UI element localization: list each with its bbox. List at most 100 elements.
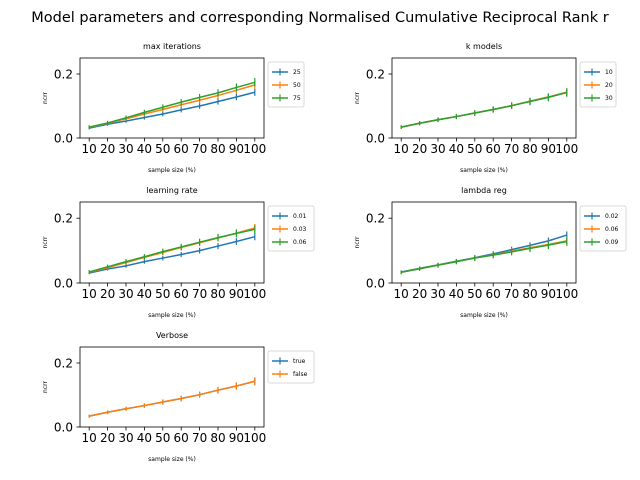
x-tick-label: 100 <box>555 287 578 301</box>
x-tick-label: 70 <box>504 142 519 156</box>
subplot-3: learning rate 10 20 30 40 50 60 70 80 90 100 0.0 0.2… <box>42 186 315 319</box>
legend-entry: 0.09 <box>605 239 619 246</box>
y-axis-label: ncrr <box>42 381 49 393</box>
series-line <box>401 234 568 273</box>
legend-entry: 20 <box>605 82 613 89</box>
x-tick-label: 10 <box>394 142 409 156</box>
legend-entry: 0.02 <box>605 213 619 220</box>
axes-frame <box>79 57 265 139</box>
y-tick-label: 0.2 <box>366 68 385 82</box>
figure-title: Model parameters and corresponding Norma… <box>31 10 608 26</box>
x-tick-label: 50 <box>155 287 170 301</box>
x-tick-label: 30 <box>118 431 133 445</box>
x-tick-label: 70 <box>192 142 207 156</box>
series-false <box>88 377 256 418</box>
y-tick-label: 0.0 <box>54 277 73 291</box>
x-tick-label: 90 <box>541 142 556 156</box>
x-tick-label: 90 <box>229 142 244 156</box>
x-tick-label: 60 <box>486 287 501 301</box>
subplot-title: max iterations <box>143 42 201 51</box>
subplot-title: learning rate <box>146 186 198 195</box>
x-tick-label: 20 <box>412 287 427 301</box>
series-line <box>401 240 567 274</box>
x-tick-label: 90 <box>229 287 244 301</box>
x-tick-label: 100 <box>243 287 266 301</box>
x-tick-label: 60 <box>174 431 189 445</box>
legend-entry: 0.06 <box>605 226 619 233</box>
legend-entry: 30 <box>605 95 613 102</box>
x-tick-label: 30 <box>118 142 133 156</box>
x-tick-label: 10 <box>394 287 409 301</box>
x-tick-label: 30 <box>430 287 445 301</box>
x-tick-label: 40 <box>137 287 152 301</box>
x-tick-label: 90 <box>541 287 556 301</box>
legend: true false <box>267 350 315 384</box>
series-line <box>89 91 255 129</box>
subplot-4: lambda reg 10 20 30 40 50 60 70 80 90 100 0.0 0.2 sam… <box>354 186 627 319</box>
legend-entry: 0.06 <box>293 239 307 246</box>
x-tick-label: 80 <box>522 142 537 156</box>
legend-entry: 0.03 <box>293 226 307 233</box>
y-axis-label: ncrr <box>42 236 49 248</box>
x-tick-label: 100 <box>243 431 266 445</box>
x-tick-label: 80 <box>210 287 225 301</box>
x-tick-label: 30 <box>430 142 445 156</box>
legend: 25 50 75 <box>267 61 305 108</box>
x-tick-label: 70 <box>192 287 207 301</box>
series-line <box>401 91 567 128</box>
x-tick-label: 50 <box>467 142 482 156</box>
x-tick-label: 70 <box>192 431 207 445</box>
x-tick-label: 10 <box>82 431 97 445</box>
series-0.01 <box>88 233 256 275</box>
series-line <box>89 81 256 128</box>
subplot-title: k models <box>466 42 502 51</box>
x-tick-label: 60 <box>174 287 189 301</box>
legend: 0.02 0.06 0.09 <box>579 205 627 252</box>
x-tick-label: 100 <box>555 142 578 156</box>
y-tick-label: 0.0 <box>366 132 385 146</box>
axes-frame <box>391 201 577 284</box>
x-axis-label: sample size (%) <box>460 167 508 174</box>
legend: 10 20 30 <box>579 61 617 108</box>
x-tick-label: 40 <box>137 142 152 156</box>
x-tick-label: 100 <box>243 142 266 156</box>
x-tick-label: 70 <box>504 287 519 301</box>
y-tick-label: 0.2 <box>54 68 73 82</box>
x-axis-label: sample size (%) <box>148 312 196 319</box>
legend-entry: 25 <box>293 69 301 76</box>
x-axis-label: sample size (%) <box>460 312 508 319</box>
x-tick-label: 50 <box>155 431 170 445</box>
x-tick-label: 50 <box>155 142 170 156</box>
series-line <box>89 235 255 274</box>
y-axis-label: ncrr <box>354 236 361 248</box>
y-tick-label: 0.2 <box>366 212 385 226</box>
series-0.09 <box>400 237 568 275</box>
x-tick-label: 20 <box>100 142 115 156</box>
series-0.06 <box>88 224 256 274</box>
series-75 <box>88 78 256 130</box>
legend-entry: 50 <box>293 82 301 89</box>
y-tick-label: 0.0 <box>366 277 385 291</box>
y-axis-label: ncrr <box>42 92 49 104</box>
subplot-5: Verbose 10 20 30 40 50 60 70 80 90 100 0.0 0.2 sample… <box>42 331 315 463</box>
y-tick-label: 0.0 <box>54 132 73 146</box>
subplot-title: Verbose <box>156 331 188 340</box>
legend-entry: 75 <box>293 95 301 102</box>
x-tick-label: 80 <box>522 287 537 301</box>
x-tick-label: 90 <box>229 431 244 445</box>
y-tick-label: 0.2 <box>54 212 73 226</box>
series-line <box>89 380 255 417</box>
series-line <box>88 228 255 273</box>
x-tick-label: 40 <box>137 431 152 445</box>
y-axis-label: ncrr <box>354 92 361 104</box>
axes-frame <box>79 201 265 284</box>
legend-entry: true <box>293 358 306 365</box>
x-tick-label: 20 <box>100 287 115 301</box>
x-tick-label: 20 <box>100 431 115 445</box>
series-30 <box>400 88 568 130</box>
legend-entry: 0.01 <box>293 213 307 220</box>
